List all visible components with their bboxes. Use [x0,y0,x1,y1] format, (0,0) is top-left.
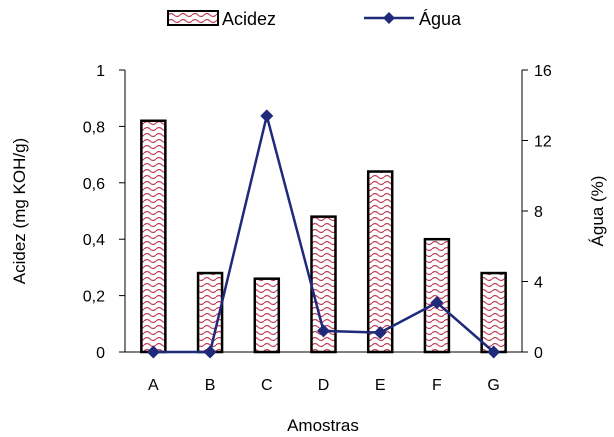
right-tick-label: 8 [534,204,543,221]
left-axis-ticks: 0 0,2 0,4 0,6 0,8 1 [83,63,125,362]
acidez-bars [140,119,507,354]
right-tick-label: 16 [534,63,552,80]
x-tick-label-E: E [375,377,386,394]
point-agua-E [373,326,387,340]
left-tick-label: 1 [96,63,105,80]
bar-acidez-G [480,271,507,354]
right-tick-label: 0 [534,345,543,362]
bar-acidez-C [253,277,281,354]
bar-acidez-A [140,119,167,354]
right-axis-ticks: 0 4 8 12 16 [522,63,552,362]
legend-label-agua: Água [419,9,462,29]
left-tick-label: 0 [96,345,105,362]
left-tick-label: 0,2 [83,289,105,306]
point-agua-B [203,345,217,359]
left-tick-label: 0,6 [83,176,105,193]
x-tick-label-F: F [432,377,442,394]
x-tick-label-A: A [148,377,159,394]
point-agua-A [146,345,160,359]
right-tick-label: 4 [534,275,543,292]
left-tick-label: 0,4 [83,232,105,249]
x-axis-title: Amostras [287,416,359,435]
right-tick-label: 12 [534,134,552,151]
legend-label-acidez: Acidez [222,9,276,29]
x-tick-label-D: D [318,377,330,394]
agua-line-series [146,109,501,359]
bar-acidez-E [366,170,394,354]
left-axis-title: Acidez (mg KOH/g) [10,138,29,284]
point-agua-C [260,109,274,123]
left-tick-label: 0,8 [83,119,105,136]
x-tick-label-C: C [261,377,273,394]
x-tick-label-G: G [487,377,499,394]
x-axis-ticks: A B C D E F G [148,377,500,394]
bar-acidez-F [423,237,451,354]
right-axis-title: Água (%) [588,176,607,247]
legend-marker-agua [383,12,395,24]
legend: Acidez Água [167,9,462,29]
bar-acidez-B [196,271,224,354]
point-agua-G [487,345,501,359]
point-agua-D [317,324,330,338]
legend-swatch-acidez [167,10,219,26]
point-agua-F [430,296,444,310]
x-tick-label-B: B [205,377,216,394]
